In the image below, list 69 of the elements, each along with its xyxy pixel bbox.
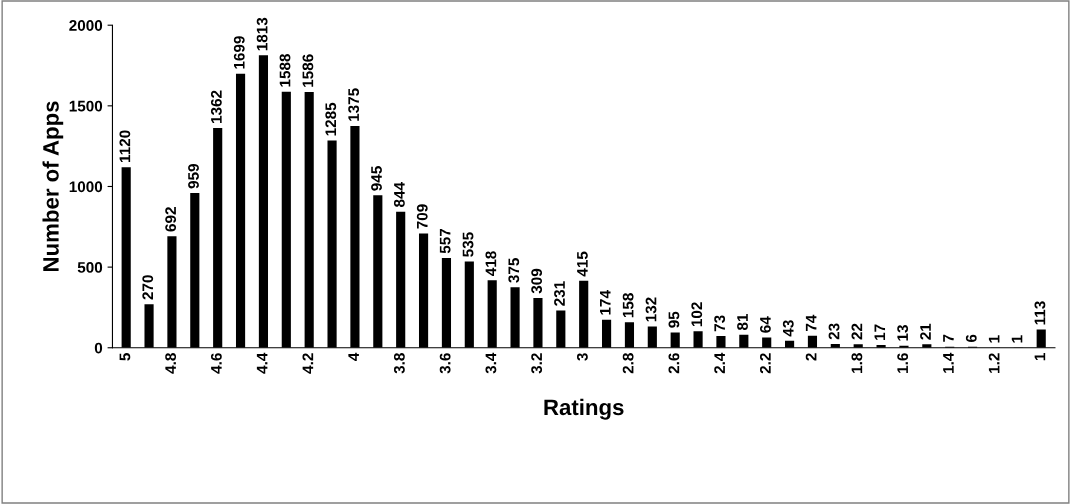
data-label: 64 xyxy=(759,316,771,333)
x-tick-label: 4.4 xyxy=(256,352,268,374)
data-label: 270 xyxy=(142,275,154,300)
y-tick-label: 1500 xyxy=(69,100,103,112)
data-label: 844 xyxy=(393,182,405,207)
data-label: 132 xyxy=(645,297,657,322)
data-label: 23 xyxy=(828,323,840,340)
data-label: 418 xyxy=(485,251,497,276)
data-label: 415 xyxy=(577,251,588,277)
data-label: 43 xyxy=(782,320,794,337)
data-label: 95 xyxy=(668,311,680,328)
data-label: 1813 xyxy=(256,17,268,51)
x-tick-label: 5 xyxy=(119,353,131,361)
data-label: 17 xyxy=(874,324,886,340)
x-tick-label: 2.8 xyxy=(622,353,634,374)
x-tick-label: 2.6 xyxy=(668,353,680,374)
data-label: 709 xyxy=(416,204,428,229)
data-label: 1 xyxy=(988,335,1000,343)
data-label: 1120 xyxy=(119,130,131,162)
y-tick-label: 0 xyxy=(94,342,103,354)
x-tick-label: 3.4 xyxy=(485,352,497,374)
x-tick-label: 2.4 xyxy=(714,352,725,374)
x-tick-label: 4.6 xyxy=(210,353,222,374)
y-tick-label: 2000 xyxy=(69,20,103,31)
x-tick-label: 1.4 xyxy=(943,352,954,373)
data-label: 21 xyxy=(920,323,931,340)
data-label: 945 xyxy=(371,166,382,191)
x-tick-label: 1 xyxy=(1034,353,1046,361)
x-tick-label: 4.2 xyxy=(302,353,314,374)
data-label: 1699 xyxy=(233,36,245,69)
x-tick-label: 3.2 xyxy=(531,353,543,374)
y-axis-title: Number of Apps xyxy=(42,101,64,271)
data-label: 231 xyxy=(554,281,565,306)
data-label: 113 xyxy=(1034,301,1046,325)
y-tick-label: 1000 xyxy=(69,181,103,193)
data-label: 1586 xyxy=(302,54,314,87)
data-label: 74 xyxy=(805,314,817,331)
data-label: 959 xyxy=(188,164,199,189)
x-tick-label: 3 xyxy=(576,353,588,361)
data-label: 1588 xyxy=(279,53,291,87)
y-tick-label: 500 xyxy=(77,261,103,273)
x-tick-label: 1.2 xyxy=(988,353,1000,373)
data-label: 102 xyxy=(691,302,703,327)
data-label: 174 xyxy=(600,290,611,315)
data-label: 81 xyxy=(737,313,748,331)
data-label: 7 xyxy=(943,334,954,342)
data-label: 22 xyxy=(851,323,863,340)
x-tick-label: 2.2 xyxy=(759,353,771,374)
data-label: 1375 xyxy=(348,88,360,121)
x-tick-label: 1.8 xyxy=(851,353,863,373)
data-label: 1362 xyxy=(210,90,222,123)
data-label: 692 xyxy=(165,207,177,232)
x-tick-label: 3.8 xyxy=(393,353,405,374)
x-tick-label: 3.6 xyxy=(439,353,451,374)
x-tick-label: 4.8 xyxy=(165,353,177,374)
x-axis-title: Ratings xyxy=(544,398,624,420)
x-tick-label: 1.6 xyxy=(897,353,909,373)
data-label: 375 xyxy=(508,258,520,283)
data-label: 1 xyxy=(1011,335,1023,343)
x-tick-label: 4 xyxy=(348,352,359,361)
data-label: 1285 xyxy=(325,102,337,136)
x-tick-label: 2 xyxy=(805,353,817,361)
data-label: 13 xyxy=(897,325,909,341)
data-label: 6 xyxy=(965,334,977,343)
data-label: 557 xyxy=(439,228,451,254)
data-label: 158 xyxy=(622,293,634,318)
data-label: 535 xyxy=(462,232,474,257)
data-label: 73 xyxy=(714,315,726,332)
data-label: 309 xyxy=(531,268,543,294)
